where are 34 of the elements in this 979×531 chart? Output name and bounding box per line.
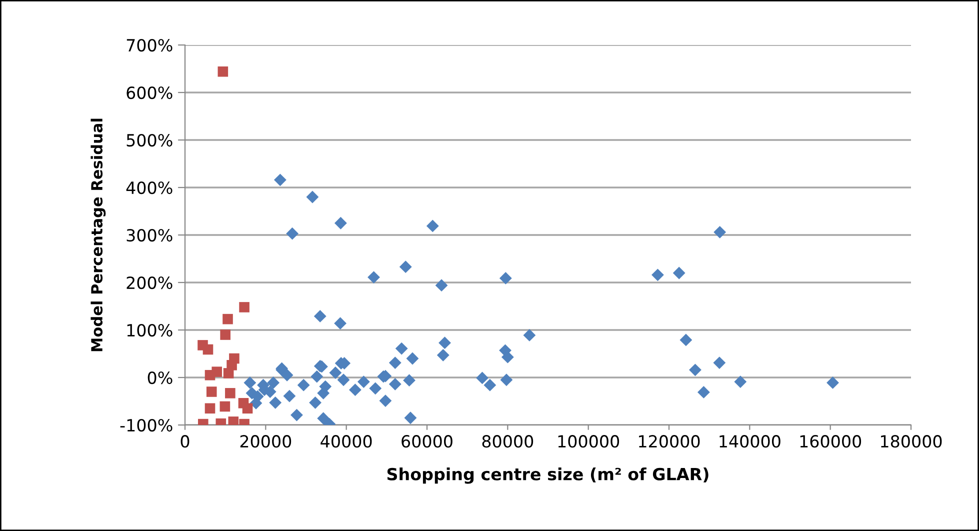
point	[206, 386, 217, 397]
point	[242, 403, 253, 414]
y-tick-label: 200%	[126, 276, 172, 290]
y-axis-title: Model Percentage Residual	[90, 118, 106, 352]
y-tick-label: 400%	[126, 181, 172, 194]
x-tick-label: 160000	[800, 435, 862, 448]
x-tick-label: 20000	[240, 435, 292, 448]
point	[220, 330, 230, 340]
x-tick-label: 100000	[558, 435, 620, 448]
point	[220, 401, 230, 412]
point	[229, 353, 240, 364]
y-tick-label: 700%	[126, 38, 172, 52]
x-tick-label: 40000	[320, 435, 372, 448]
x-axis-title: Shopping centre size (m² of GLAR)	[387, 468, 708, 484]
point	[218, 66, 228, 77]
point	[228, 416, 239, 425]
x-tick-label: 180000	[881, 435, 942, 448]
point	[222, 314, 233, 324]
x-tick-label: 60000	[402, 435, 452, 448]
y-tick-label: 0%	[148, 371, 172, 384]
point	[225, 388, 236, 398]
y-tick-label: 600%	[126, 86, 172, 100]
x-tick-label: 80000	[482, 435, 534, 448]
point	[204, 403, 216, 414]
y-tick-label: 500%	[126, 134, 172, 147]
x-tick-label: 120000	[639, 435, 700, 448]
x-tick-label: 140000	[720, 435, 780, 448]
y-tick-label: 100%	[127, 324, 172, 337]
point	[239, 302, 250, 312]
x-tick-label: 0	[180, 435, 190, 448]
point	[202, 344, 214, 355]
y-tick-label: -100%	[120, 418, 172, 432]
y-tick-label: 300%	[126, 228, 172, 242]
point	[212, 366, 222, 377]
